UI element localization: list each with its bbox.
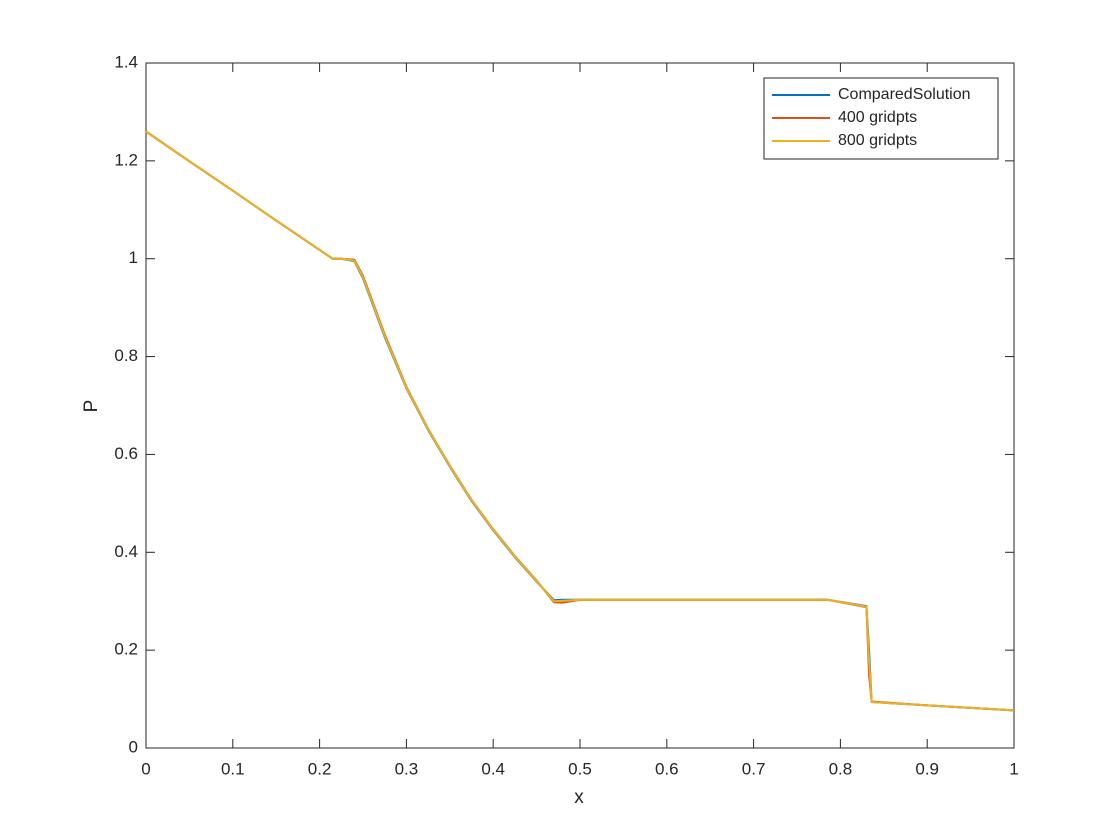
y-tick-label: 0.8	[114, 346, 138, 365]
plot-frame	[145, 62, 1015, 749]
x-axis-label: x	[574, 787, 584, 808]
y-tick-label: 1.2	[114, 150, 138, 169]
x-tick-label: 0.2	[308, 759, 332, 778]
y-tick-label: 0.6	[114, 444, 138, 463]
x-tick-label: 0.5	[568, 759, 592, 778]
x-tick-label: 0.4	[481, 759, 505, 778]
x-tick-label: 0.3	[395, 759, 419, 778]
legend: ComparedSolution 400 gridpts 800 gridpts	[763, 77, 999, 160]
x-tick-label: 0.6	[655, 759, 679, 778]
y-tick-label: 1.4	[114, 52, 138, 71]
x-tick-label: 0	[141, 759, 150, 778]
legend-label: ComparedSolution	[838, 86, 971, 103]
legend-label: 800 gridpts	[838, 132, 917, 149]
legend-label: 400 gridpts	[838, 109, 917, 126]
y-axis-label: P	[81, 400, 102, 413]
data-line	[145, 130, 1015, 712]
x-tick-label: 1	[1009, 759, 1018, 778]
y-tick-label: 0	[129, 737, 138, 756]
y-tick-label: 0.2	[114, 640, 138, 659]
y-tick-label: 0.4	[114, 542, 138, 561]
y-tick-label: 1	[129, 248, 138, 267]
x-tick-label: 0.9	[915, 759, 939, 778]
x-tick-label: 0.7	[742, 759, 766, 778]
x-tick-label: 0.8	[829, 759, 853, 778]
x-tick-label: 0.1	[221, 759, 245, 778]
